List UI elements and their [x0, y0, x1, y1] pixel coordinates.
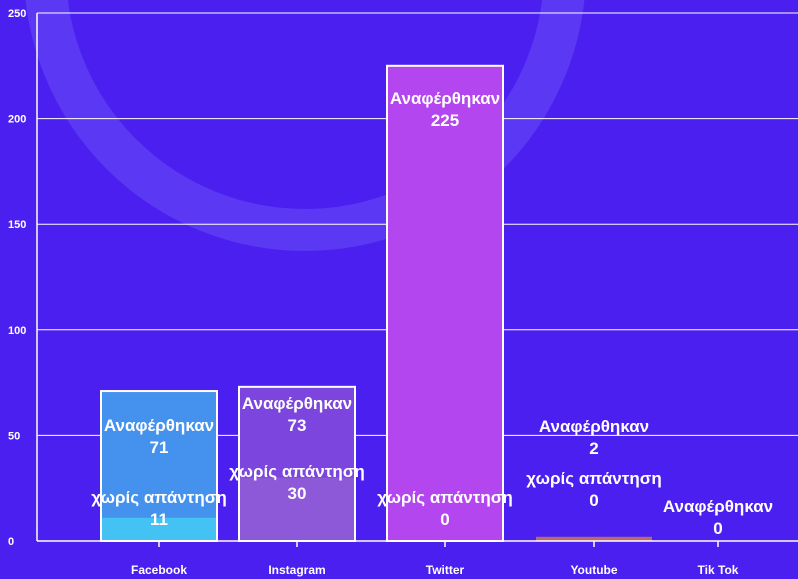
- x-tick-label: Twitter: [426, 563, 465, 577]
- y-tick-label: 100: [8, 325, 26, 337]
- data-label-unanswered-twitter-name: χωρίς απάντηση: [377, 488, 512, 507]
- data-label-reported-tik-tok-name: Αναφέρθηκαν: [663, 497, 773, 516]
- data-label-reported-facebook-value: 71: [150, 438, 169, 457]
- data-label-reported-instagram-value: 73: [288, 416, 307, 435]
- y-axis-ticks: 0 50 100 150 200 250: [8, 8, 26, 548]
- data-label-unanswered-youtube-value: 0: [589, 491, 598, 510]
- data-label-reported-youtube-value: 2: [589, 439, 598, 458]
- x-tick-label: Facebook: [131, 563, 187, 577]
- y-tick-label: 200: [8, 114, 26, 126]
- data-label-reported-instagram-name: Αναφέρθηκαν: [242, 394, 352, 413]
- data-label-unanswered-youtube-name: χωρίς απάντηση: [526, 469, 661, 488]
- bar-unanswered-facebook: [102, 517, 216, 540]
- x-axis-ticks: Facebook Instagram Twitter Youtube Tik Tok: [131, 541, 739, 577]
- bar-reported-twitter: [386, 64, 504, 543]
- data-labels: Αναφέρθηκαν 71 χωρίς απάντηση 11 Αναφέρθηκαν…: [91, 89, 773, 538]
- data-label-unanswered-instagram-value: 30: [288, 484, 307, 503]
- data-label-unanswered-instagram-name: χωρίς απάντηση: [229, 462, 364, 481]
- x-tick-label: Tik Tok: [698, 563, 739, 577]
- x-tick-label: Youtube: [570, 563, 617, 577]
- data-label-unanswered-twitter-value: 0: [440, 510, 449, 529]
- data-label-unanswered-facebook-value: 11: [150, 510, 168, 529]
- y-tick-label: 50: [8, 430, 20, 442]
- x-tick-label: Instagram: [268, 563, 325, 577]
- decorative-ring: [25, 0, 585, 251]
- data-label-unanswered-facebook-name: χωρίς απάντηση: [91, 488, 226, 507]
- y-tick-label: 0: [8, 536, 14, 548]
- data-label-reported-youtube-name: Αναφέρθηκαν: [539, 417, 649, 436]
- data-label-reported-facebook-name: Αναφέρθηκαν: [104, 416, 214, 435]
- data-label-reported-twitter-value: 225: [431, 111, 459, 130]
- y-tick-label: 150: [8, 219, 26, 231]
- y-tick-label: 250: [8, 8, 26, 20]
- bar-unanswered-instagram: [240, 477, 354, 540]
- bar-reported-youtube: [536, 536, 652, 541]
- data-label-reported-twitter-name: Αναφέρθηκαν: [390, 89, 500, 108]
- data-label-reported-tik-tok-value: 0: [713, 519, 722, 538]
- axes: [36, 13, 798, 542]
- bar-reported-facebook: [100, 390, 218, 542]
